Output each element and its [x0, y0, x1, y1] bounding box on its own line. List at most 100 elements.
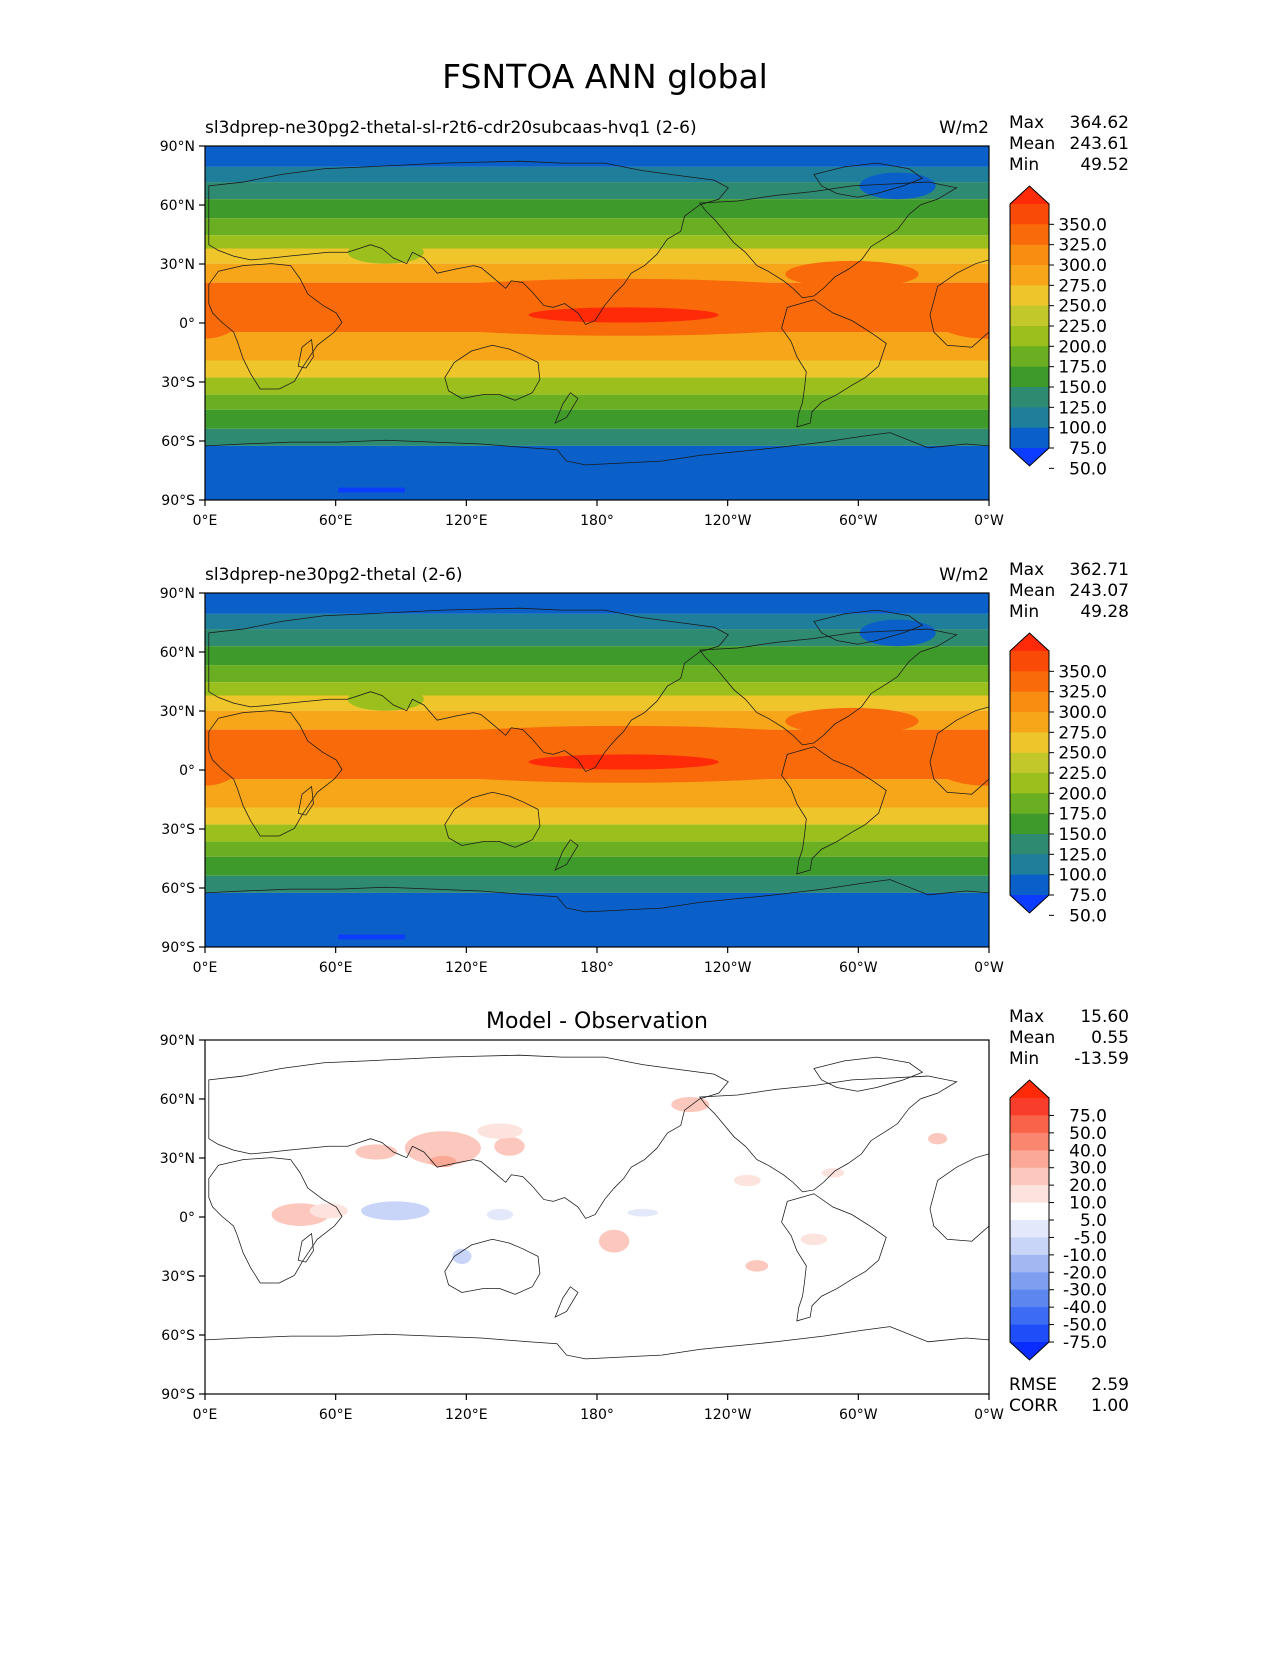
- colorbar-segment: [1010, 204, 1049, 225]
- colorbar-label: 350.0: [1058, 215, 1107, 235]
- colorbar-segment: [1010, 1167, 1049, 1186]
- colorbar-extend-max: [1010, 1080, 1049, 1098]
- colorbar-segment: [1010, 285, 1049, 307]
- units-label: W/m2: [939, 118, 989, 138]
- rmse-label: RMSE: [1009, 1375, 1057, 1395]
- lat-tick-label: 60°N: [160, 198, 195, 214]
- colorbar-segment: [1010, 1237, 1049, 1256]
- colorbar-label: -10.0: [1063, 1246, 1107, 1266]
- lat-tick-label: 60°S: [161, 1328, 195, 1344]
- stat-mean-value: 243.07: [1070, 581, 1129, 601]
- contour-band: [785, 260, 919, 288]
- lat-tick-label: 90°N: [160, 586, 195, 602]
- contour-band: [205, 182, 990, 200]
- colorbar-segment: [1010, 854, 1049, 876]
- panel-2: sl3dprep-ne30pg2-thetal (2-6) W/m2 90°N 60°…: [160, 560, 1129, 976]
- colorbar-label: 75.0: [1069, 439, 1107, 459]
- colorbar-extend-min: [1010, 448, 1049, 466]
- contour-band: [785, 707, 919, 735]
- stat-mean-label: Mean: [1009, 134, 1055, 154]
- contour-band: [205, 428, 990, 446]
- contour-band: [452, 1248, 472, 1264]
- colorbar-label: 175.0: [1058, 805, 1107, 825]
- lat-tick-label: 60°S: [161, 434, 195, 450]
- colorbar-segment: [1010, 1289, 1049, 1308]
- contour-band: [745, 1260, 769, 1272]
- colorbar-segment: [1010, 1098, 1049, 1116]
- lon-tick-label: 60°E: [319, 513, 353, 529]
- colorbar-label: 300.0: [1058, 703, 1107, 723]
- contour-band: [205, 841, 990, 857]
- map-field: [205, 593, 990, 948]
- contour-band: [205, 377, 990, 395]
- colorbar-segment: [1010, 387, 1049, 408]
- colorbar-label: 30.0: [1069, 1159, 1107, 1179]
- lon-tick-label: 120°E: [445, 960, 488, 976]
- colorbar-label: 275.0: [1058, 276, 1107, 296]
- colorbar-segment: [1010, 1307, 1049, 1326]
- colorbar-segment: [1010, 407, 1049, 429]
- rmse-value: 2.59: [1091, 1375, 1129, 1395]
- stat-max-label: Max: [1009, 1007, 1044, 1027]
- stat-min-label: Min: [1009, 602, 1039, 622]
- colorbar-label: 50.0: [1069, 459, 1107, 479]
- colorbar-label: 40.0: [1069, 1141, 1107, 1161]
- colorbar-segment: [1010, 1132, 1049, 1151]
- colorbar-label: 225.0: [1058, 764, 1107, 784]
- colorbar-segment: [1010, 305, 1049, 327]
- lon-tick-label: 60°E: [319, 1407, 353, 1423]
- colorbar-segment: [1010, 793, 1049, 815]
- colorbar-label: 5.0: [1080, 1211, 1107, 1231]
- contour-band: [205, 146, 990, 167]
- contour-band: [404, 1131, 481, 1166]
- colorbar-label: -20.0: [1063, 1263, 1107, 1283]
- contour-band: [928, 732, 990, 786]
- contour-band: [598, 1229, 630, 1253]
- contour-band: [347, 687, 424, 711]
- stat-mean-label: Mean: [1009, 1028, 1055, 1048]
- colorbar-label: -75.0: [1063, 1333, 1107, 1353]
- colorbar-label: -30.0: [1063, 1281, 1107, 1301]
- contour-band: [486, 1208, 514, 1221]
- lat-tick-label: 30°N: [160, 257, 195, 273]
- colorbar-segment: [1010, 874, 1049, 896]
- lat-tick-label: 0°: [179, 316, 195, 332]
- colorbar-segment: [1010, 773, 1049, 794]
- lon-tick-label: 60°W: [839, 960, 878, 976]
- colorbar-label: 100.0: [1058, 866, 1107, 886]
- contour-band: [205, 875, 990, 893]
- contour-band: [347, 240, 424, 264]
- colorbar-label: 50.0: [1069, 1124, 1107, 1144]
- lon-tick-label: 0°E: [193, 960, 218, 976]
- colorbar-label: 75.0: [1069, 1106, 1107, 1126]
- lat-tick-label: 60°N: [160, 1092, 195, 1108]
- contour-band: [205, 824, 990, 842]
- lon-tick-label: 120°E: [445, 1407, 488, 1423]
- colorbar: 75.050.040.030.020.010.05.0-5.0-10.0-20.…: [1009, 1079, 1107, 1361]
- contour-band: [205, 218, 990, 236]
- contour-band: [205, 629, 990, 647]
- colorbar-segment: [1010, 244, 1049, 266]
- lat-tick-label: 90°S: [161, 1387, 195, 1403]
- colorbar-label: 125.0: [1058, 398, 1107, 418]
- figure-title: FSNTOA ANN global: [442, 57, 768, 96]
- colorbar-label: 250.0: [1058, 744, 1107, 764]
- contour-band: [800, 1233, 828, 1245]
- contour-band: [205, 394, 990, 410]
- colorbar-segment: [1010, 1202, 1049, 1221]
- colorbar-label: 250.0: [1058, 297, 1107, 317]
- colorbar-segment: [1010, 651, 1049, 672]
- colorbar-label: 20.0: [1069, 1176, 1107, 1196]
- lon-tick-label: 180°: [580, 513, 614, 529]
- contour-band: [928, 285, 990, 339]
- contour-band: [309, 1203, 348, 1219]
- panel-title: Model - Observation: [486, 1009, 708, 1034]
- colorbar-segment: [1010, 1115, 1049, 1134]
- colorbar-segment: [1010, 1272, 1049, 1291]
- contour-band: [205, 856, 990, 876]
- colorbar-segment: [1010, 671, 1049, 693]
- colorbar-label: 225.0: [1058, 317, 1107, 337]
- contour-band: [205, 166, 990, 183]
- stat-min-label: Min: [1009, 1049, 1039, 1069]
